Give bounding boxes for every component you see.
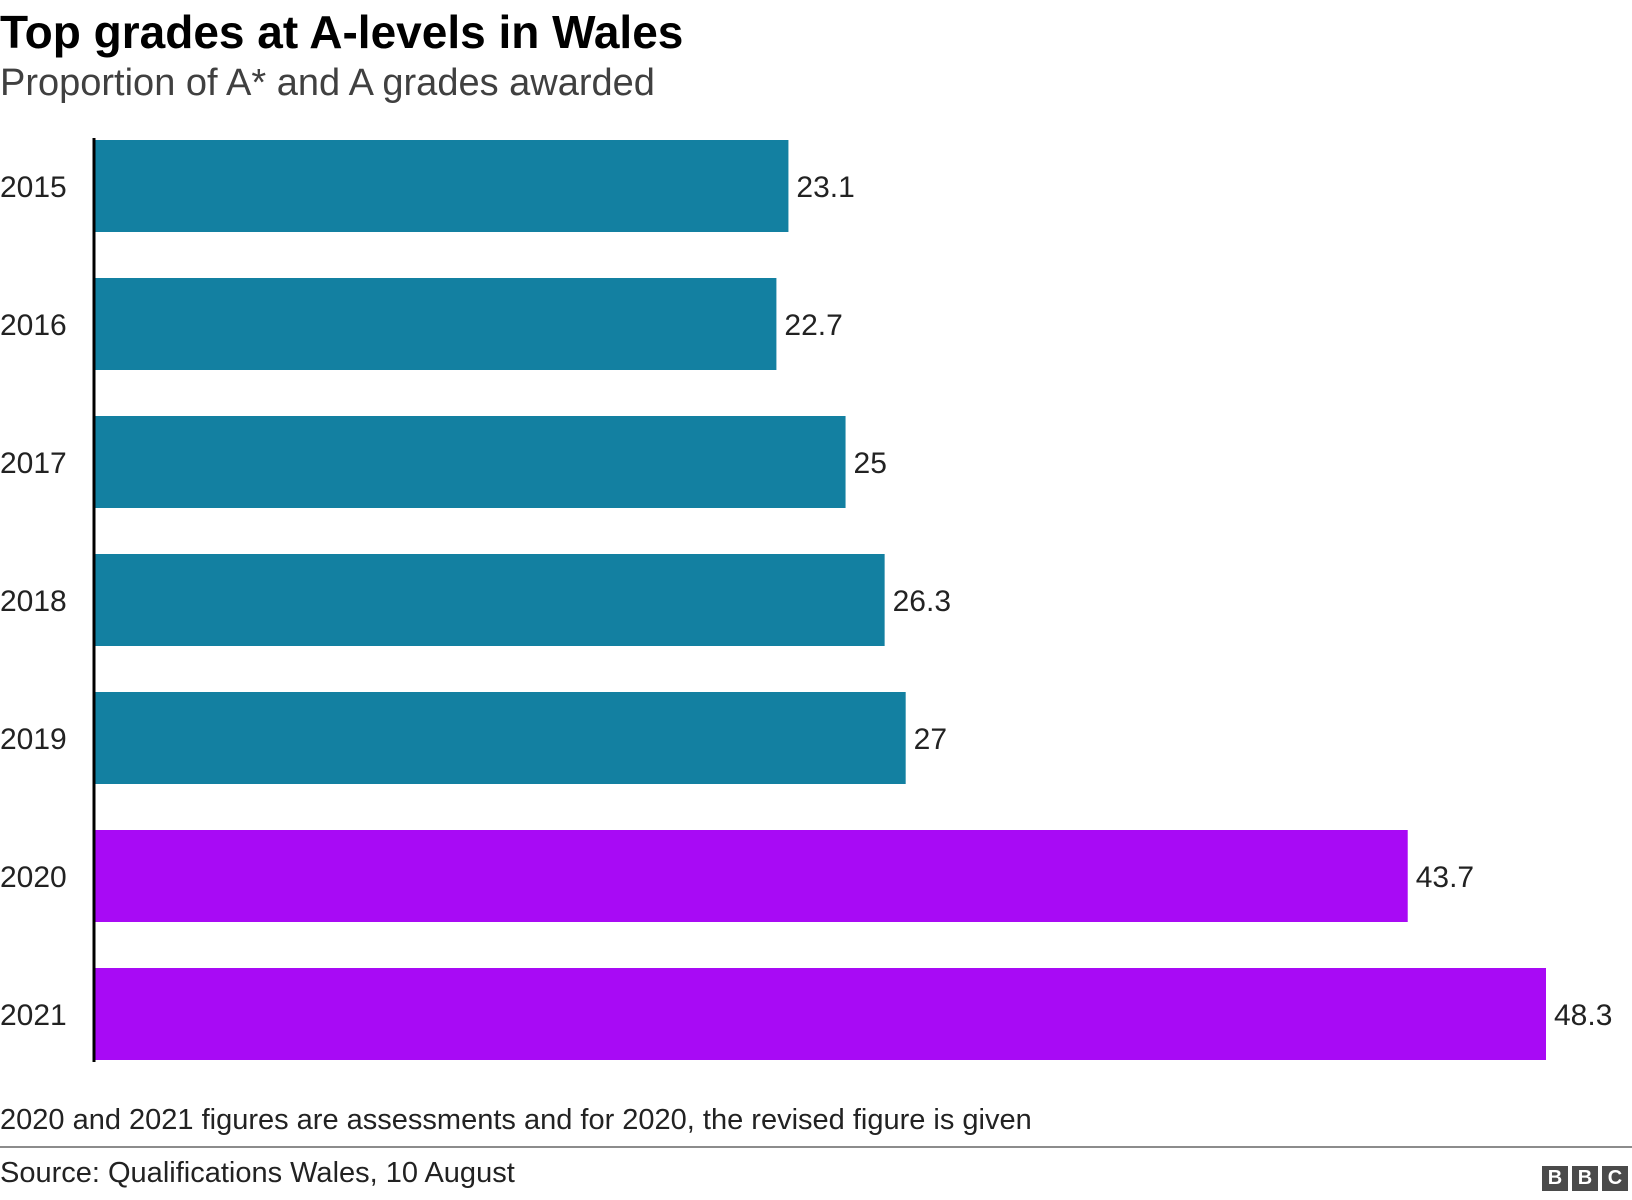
- chart-subtitle: Proportion of A* and A grades awarded: [0, 62, 655, 104]
- chart-title: Top grades at A-levels in Wales: [0, 6, 684, 58]
- bar-2015: [94, 140, 789, 232]
- data-label-2016: 22.7: [784, 309, 842, 342]
- bar-2020: [94, 830, 1408, 922]
- category-label-2017: 2017: [0, 447, 67, 480]
- footer-divider: [0, 1146, 1632, 1148]
- chart-footnote: 2020 and 2021 figures are assessments an…: [0, 1104, 1032, 1136]
- bar-2018: [94, 554, 885, 646]
- data-label-2019: 27: [914, 723, 947, 756]
- data-label-2020: 43.7: [1416, 861, 1474, 894]
- bar-2016: [94, 278, 777, 370]
- data-label-2021: 48.3: [1554, 999, 1612, 1032]
- bar-2017: [94, 416, 846, 508]
- category-label-2018: 2018: [0, 585, 67, 618]
- data-label-2017: 25: [854, 447, 887, 480]
- bbc-logo-letter: B: [1542, 1166, 1568, 1191]
- source-line: Source: Qualifications Wales, 10 August: [0, 1157, 515, 1189]
- category-label-2016: 2016: [0, 309, 67, 342]
- category-label-2021: 2021: [0, 999, 67, 1032]
- category-label-2019: 2019: [0, 723, 67, 756]
- bbc-logo-letter: C: [1602, 1166, 1628, 1191]
- data-label-2018: 26.3: [893, 585, 951, 618]
- bbc-logo-letter: B: [1572, 1166, 1598, 1191]
- category-label-2020: 2020: [0, 861, 67, 894]
- bar-2019: [94, 692, 906, 784]
- data-label-2015: 23.1: [796, 171, 854, 204]
- category-label-2015: 2015: [0, 171, 67, 204]
- bbc-logo: B B C: [1542, 1166, 1628, 1191]
- bar-2021: [94, 968, 1546, 1060]
